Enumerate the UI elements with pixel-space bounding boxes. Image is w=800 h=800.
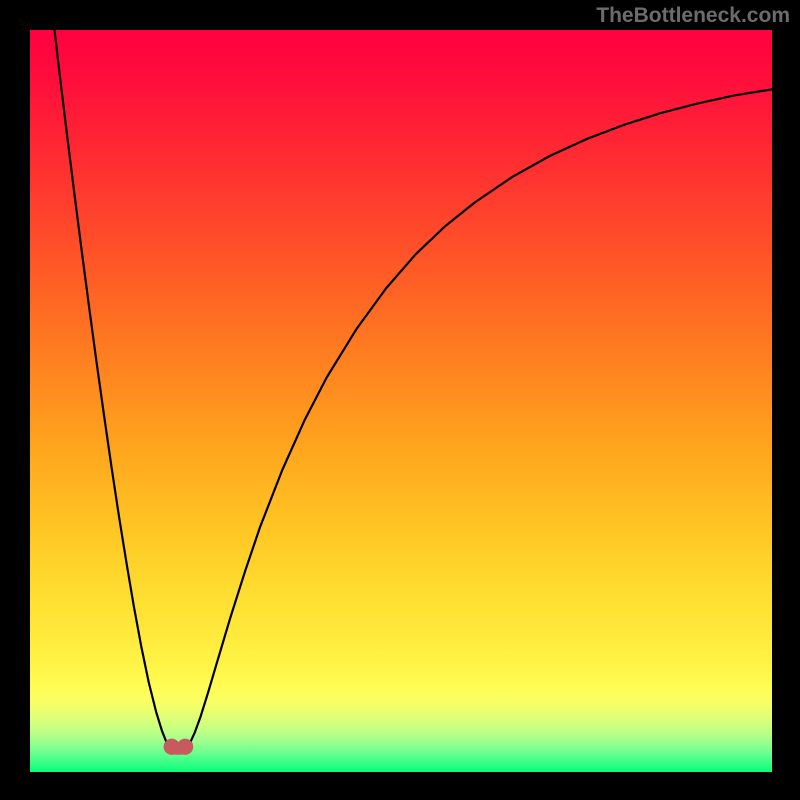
curve-right-branch (186, 89, 772, 749)
bottom-marker-group (164, 739, 194, 755)
chart-stage: TheBottleneck.com (0, 0, 800, 800)
attribution-label: TheBottleneck.com (596, 4, 790, 28)
curve-left-branch (54, 30, 170, 750)
bottleneck-curve (30, 30, 772, 772)
marker-lobe-right (177, 739, 193, 755)
plot-area (30, 30, 772, 772)
